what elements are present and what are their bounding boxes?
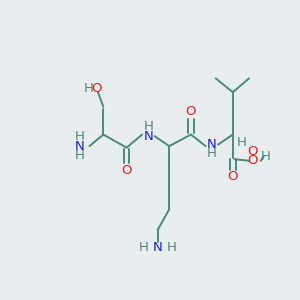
Text: O: O — [91, 82, 102, 95]
Text: O: O — [122, 164, 132, 177]
Text: H: H — [143, 120, 153, 134]
Text: H: H — [167, 241, 176, 254]
Text: H: H — [84, 82, 94, 95]
Text: O: O — [248, 145, 258, 158]
Text: H: H — [75, 149, 85, 162]
Text: N: N — [75, 140, 85, 153]
Text: H: H — [139, 241, 148, 254]
Text: N: N — [153, 241, 163, 254]
Text: O: O — [248, 154, 258, 167]
Text: H: H — [75, 130, 85, 143]
Text: N: N — [207, 138, 217, 151]
Text: N: N — [143, 130, 153, 142]
Text: H: H — [236, 136, 246, 149]
Text: H: H — [207, 147, 217, 160]
Text: H: H — [261, 150, 271, 163]
Text: O: O — [228, 169, 238, 183]
Text: O: O — [186, 105, 196, 118]
